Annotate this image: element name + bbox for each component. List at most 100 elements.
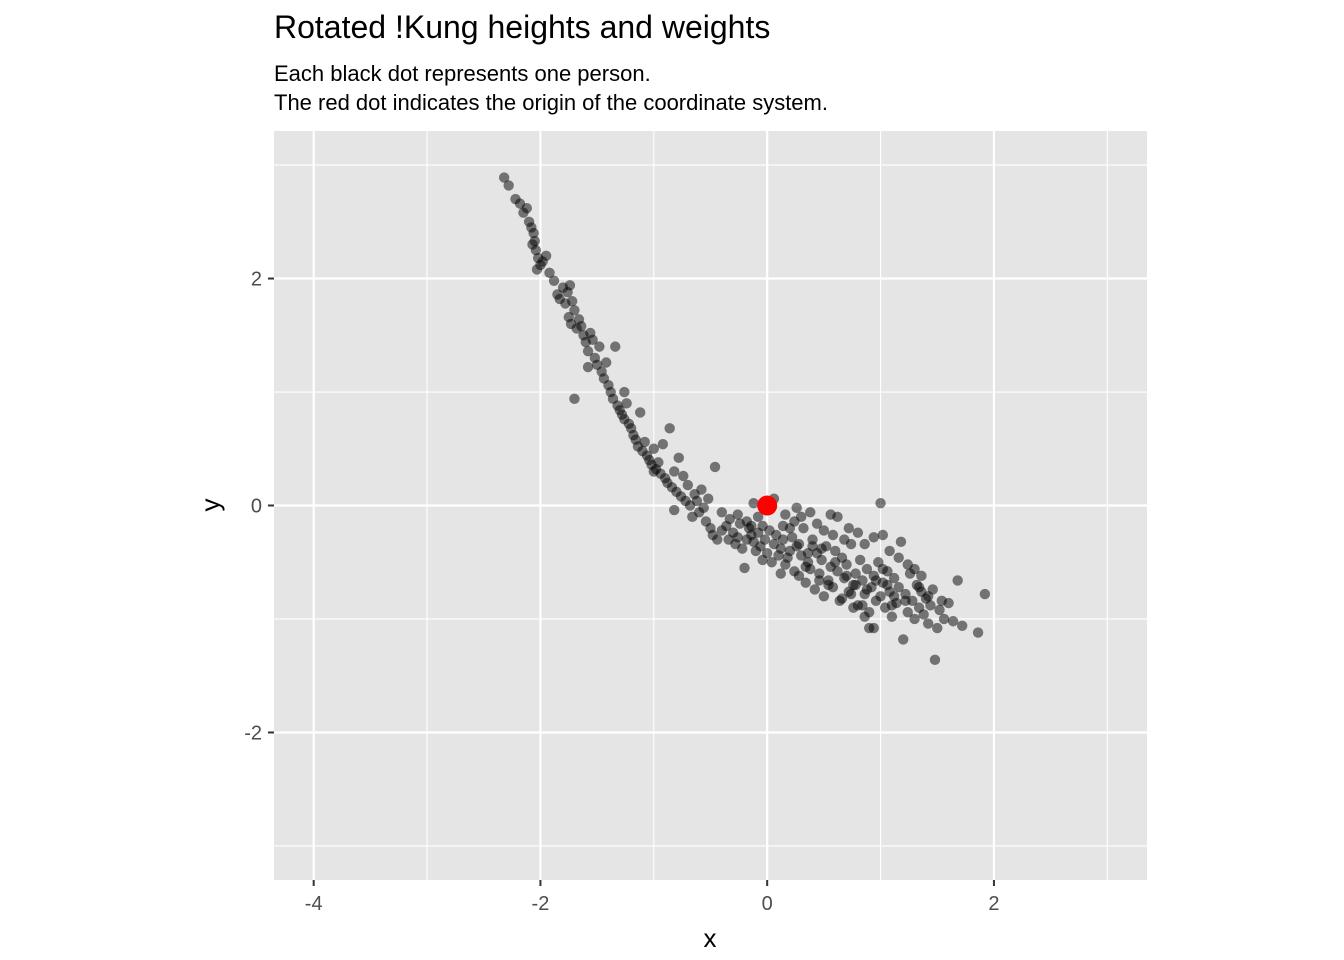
data-point [886,611,898,622]
data-point [802,547,814,559]
data-point [841,570,852,582]
data-point [784,522,796,534]
major-grid [274,131,1147,880]
data-point [870,575,882,586]
data-point [918,609,929,620]
data-point [793,570,805,582]
data-point [925,600,936,611]
data-point [752,511,764,523]
data-point [830,545,841,557]
data-point [809,584,821,595]
data-point [698,502,709,513]
data-point [521,202,533,214]
data-point [848,602,859,613]
data-point [875,591,886,602]
data-point [811,518,823,529]
data-point [868,532,879,543]
data-point [932,622,943,634]
data-point [576,320,587,332]
x-tick-label: 0 [762,893,773,915]
data-point [850,579,861,591]
data-point [861,584,873,595]
data-point [877,563,889,575]
data-point [732,532,743,543]
chart-title: Rotated !Kung heights and weights [274,9,771,45]
data-point [780,509,791,520]
data-point [877,529,889,541]
chart-subtitle-line-1: Each black dot represents one person. [274,61,651,86]
y-tick-label: 0 [251,496,262,518]
data-point [909,613,920,625]
data-point [929,654,941,666]
data-point [619,386,630,398]
data-point [739,562,750,574]
data-point [836,593,848,604]
data-point [712,534,723,545]
data-point [648,466,660,477]
data-point [888,572,900,584]
data-point [657,439,669,450]
data-point [888,591,900,602]
data-point [886,600,898,611]
data-point [540,250,552,262]
data-point [544,267,555,279]
data-point [610,341,621,352]
data-point [800,561,811,572]
data-point [761,547,773,559]
data-point [791,502,802,513]
data-point [884,545,895,557]
data-point [737,543,748,554]
data-point [653,457,664,468]
x-axis: -4 -2 0 2 [305,880,1000,915]
data-point [816,543,827,554]
data-point [669,504,680,516]
data-point [786,532,798,543]
data-point [913,582,925,593]
data-point [709,461,721,473]
data-point [875,498,886,509]
data-point [979,588,991,600]
data-point [748,498,759,509]
data-point [857,600,868,611]
data-point [854,554,866,566]
data-point [882,579,893,591]
data-point [861,563,873,575]
data-point [818,591,830,602]
data-point [766,557,777,568]
data-point [594,341,605,352]
y-tick-label: 2 [251,269,262,291]
data-point [703,493,714,504]
chart-subtitle-line-2: The red dot indicates the origin of the … [274,90,828,115]
data-point [564,280,576,291]
data-point [830,557,841,568]
data-point [938,613,950,625]
data-point [922,618,934,629]
data-point [859,611,870,622]
x-tick-label: -2 [532,893,550,915]
data-point [775,568,786,579]
data-point [805,507,816,518]
data-point [956,620,968,631]
data-point [682,479,694,491]
data-point [936,595,947,607]
data-point [839,534,850,545]
y-axis: -2 0 2 [244,269,274,744]
data-point [934,604,945,616]
data-point [691,495,703,507]
data-point [893,552,904,563]
data-point [648,443,660,454]
data-point [916,570,927,582]
y-axis-title: y [195,499,225,512]
data-point [569,393,580,405]
data-point [746,520,757,532]
data-point [900,595,911,607]
data-point [775,543,786,554]
data-point [893,582,904,593]
data-point [816,554,827,566]
data-point [814,575,825,586]
data-point [841,559,852,570]
data-point [503,180,514,191]
data-point [587,334,598,346]
data-point [582,361,594,373]
